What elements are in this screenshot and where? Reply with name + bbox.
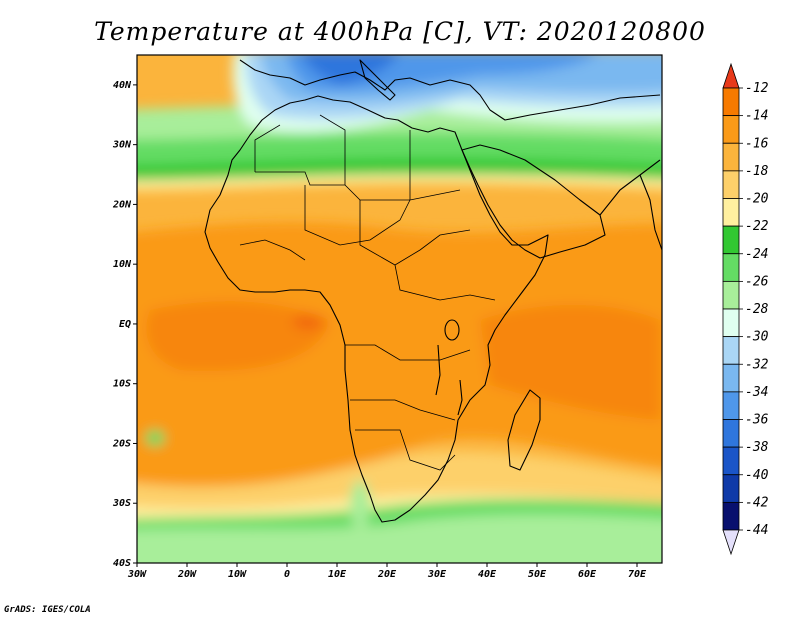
colorbar-swatch [722,474,740,503]
colorbar-label: -16 [745,136,769,151]
colorbar-swatch [722,336,740,365]
colorbar-swatch [722,170,740,199]
colorbar-label: -12 [745,81,769,96]
colorbar: -12 -14 -16 -18 -20 -22 -24 -26 -28 -30 -32 -34 -36 -… [722,62,769,556]
colorbar-label: -24 [745,247,768,262]
india-coast [639,174,662,251]
coastline-layer [204,59,662,523]
colorbar-swatch [722,253,740,282]
lat-tick-label: 20N [112,199,132,210]
colorbar-label: -34 [745,385,768,400]
lon-tick-label: 0 [284,569,290,580]
lake-victoria [444,319,460,341]
lat-tick-label: 10N [113,259,132,270]
lat-tick-label: 30N [112,140,132,151]
colorbar-swatch [722,391,740,420]
colorbar-swatch [722,280,740,310]
colorbar-label: -36 [745,413,769,428]
colorbar-label: -28 [745,302,769,317]
madagascar [507,389,541,471]
lon-tick-label: 60E [578,569,597,580]
colorbar-swatch [722,87,740,117]
colorbar-swatch [722,446,740,476]
lon-tick-label: 50E [528,569,547,580]
lake-malawi [457,379,463,416]
europe-coast [239,59,661,121]
lon-tick-label: 30W [127,569,147,580]
colorbar-label: -44 [745,523,768,538]
borders-layer [239,114,496,471]
colorbar-swatch [722,308,740,338]
colorbar-swatch [722,225,740,255]
colorbar-label: -32 [745,357,769,372]
colorbar-label: -30 [745,330,769,345]
colorbar-label: -38 [745,440,769,455]
lon-tick-label: 70E [628,569,647,580]
colorbar-swatch [722,198,740,227]
italy [359,59,396,101]
temperature-field [137,55,662,563]
lon-tick-label: 30E [427,569,447,580]
lat-tick-label: 30S [112,498,131,509]
colorbar-label: -18 [745,164,769,179]
colorbar-label: -20 [745,192,769,207]
colorbar-label: -42 [745,495,769,510]
colorbar-swatch [722,142,740,172]
lake-tanganyika [435,344,441,396]
map-frame [136,54,663,564]
chart-title: Temperature at 400hPa [C], VT: 202012080… [94,17,706,46]
lon-tick-label: 10W [228,569,247,580]
latitude-ticks: 40N 30N 20N 10N EQ 10S 20S 30S 40S [112,80,137,569]
lat-tick-label: 10S [113,379,131,390]
colorbar-label: -40 [745,468,769,483]
colorbar-label: -14 [745,109,768,124]
colorbar-top-arrow [722,62,740,89]
colorbar-swatch [722,501,740,531]
lat-tick-label: 20S [112,438,131,449]
lat-tick-label: 40N [113,80,132,91]
lat-tick-label: 40S [113,558,131,569]
africa-coastline [204,95,549,523]
colorbar-swatch [722,115,740,144]
colorbar-label: -26 [745,274,769,289]
lon-tick-label: 40E [478,569,497,580]
colorbar-swatch [722,419,740,448]
lon-tick-label: 20E [377,569,397,580]
asia-coast [599,159,661,216]
longitude-ticks: 30W 20W 10W 0 10E 20E 30E 40E 50E 60E 70E [127,563,647,580]
colorbar-bottom-arrow [722,529,740,556]
grads-credit: GrADS: IGES/COLA [4,605,91,615]
arabia [461,144,606,259]
colorbar-swatch [722,363,740,393]
lon-tick-label: 20W [177,569,197,580]
lat-tick-label: EQ [119,319,131,330]
colorbar-label: -22 [745,219,769,234]
lon-tick-label: 10E [328,569,347,580]
